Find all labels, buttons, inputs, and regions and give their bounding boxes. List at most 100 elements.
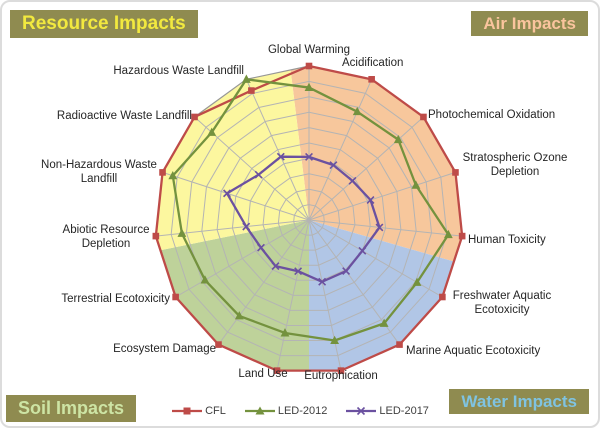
marker-triangle — [411, 180, 421, 189]
axis-label: Hazardous Waste Landfill — [113, 65, 244, 77]
marker-x — [242, 222, 251, 231]
axis-label: Marine Aquatic Ecotoxicity — [406, 345, 540, 357]
series-line — [225, 155, 381, 283]
marker-x — [271, 262, 280, 271]
legend-item-led-2017: LED-2017 — [345, 405, 429, 417]
legend-marker-icon — [244, 406, 275, 415]
grid-spoke — [245, 79, 310, 221]
grid-ring — [293, 204, 325, 236]
axis-label: Radioactive Waste Landfill — [57, 110, 192, 122]
legend-marker-icon — [172, 407, 203, 415]
legend-item-cfl: CFL — [171, 405, 226, 417]
axis-label: Acidification — [342, 57, 403, 69]
legend-item-led-2012: LED-2012 — [244, 405, 328, 417]
marker-square — [337, 367, 345, 374]
marker-triangle — [177, 228, 187, 237]
marker-x — [358, 246, 367, 255]
marker-square — [215, 341, 222, 348]
marker-square — [273, 367, 281, 374]
legend-label: LED-2012 — [277, 405, 328, 417]
marker-x — [254, 170, 263, 179]
marker-triangle — [280, 328, 290, 337]
marker-triangle — [330, 335, 340, 345]
grid-ring — [277, 188, 341, 251]
marker-square — [191, 113, 198, 121]
axis-label: Human Toxicity — [468, 234, 546, 246]
marker-square — [248, 87, 255, 94]
grid-ring — [216, 127, 402, 311]
series-led-2017 — [223, 152, 384, 286]
marker-triangle — [393, 134, 403, 144]
grid-spoke — [218, 219, 310, 345]
axis-label: Abiotic Resource Depletion — [63, 224, 150, 250]
marker-triangle — [241, 74, 251, 83]
marker-triangle — [379, 318, 389, 327]
group-label-air-impacts: Air Impacts — [471, 11, 588, 37]
marker-triangle — [304, 82, 314, 92]
marker-x — [294, 267, 303, 276]
marker-square — [368, 76, 375, 83]
axis-label: Ecosystem Damage — [113, 343, 216, 355]
axis-label: Freshwater Aquatic Ecotoxicity — [453, 290, 552, 316]
marker-x — [375, 223, 384, 232]
group-label-soil-impacts: Soil Impacts — [6, 395, 137, 422]
chart-legend: CFL LED-2012 LED-2017 — [2, 401, 598, 421]
marker-square — [305, 62, 313, 70]
group-label-water-impacts: Water Impacts — [449, 389, 589, 415]
axis-label: Global Warming — [268, 44, 350, 56]
grid-ring — [201, 111, 417, 326]
marker-square — [152, 232, 160, 240]
grid-spoke — [308, 219, 342, 371]
marker-square — [452, 169, 459, 176]
grid-ring — [170, 80, 448, 357]
group-label-resource-impacts: Resource Impacts — [10, 10, 198, 38]
marker-x — [318, 277, 327, 286]
axis-label: Eutrophication — [304, 370, 378, 382]
marker-triangle — [443, 229, 453, 239]
series-line — [171, 78, 450, 342]
marker-triangle — [207, 127, 217, 136]
legend-label: CFL — [205, 405, 226, 417]
sector-water — [309, 220, 454, 371]
axis-label: Land Use — [238, 368, 287, 380]
grid-spoke — [308, 219, 463, 237]
marker-square — [159, 169, 166, 176]
grid-spoke — [308, 79, 373, 221]
marker-square — [458, 232, 466, 240]
marker-x — [305, 152, 313, 161]
axis-label: Terrestrial Ecotoxicity — [61, 293, 170, 305]
marker-triangle — [352, 106, 362, 116]
marker-square — [420, 113, 427, 121]
axis-label: Stratospheric Ozone Depletion — [463, 152, 568, 178]
grid-spoke — [308, 171, 456, 221]
grid-ring — [262, 173, 356, 266]
axis-label: Non-Hazardous Waste Landfill — [41, 159, 157, 185]
axis-label: Photochemical Oxidation — [428, 109, 555, 121]
grid-spoke — [162, 171, 310, 221]
marker-square — [439, 293, 446, 301]
grid-spoke — [276, 219, 310, 371]
marker-x — [257, 243, 265, 252]
marker-triangle — [200, 275, 210, 284]
series-line — [154, 64, 464, 372]
series-cfl — [152, 62, 466, 374]
grid-spoke — [308, 116, 424, 221]
marker-square — [172, 293, 179, 301]
marker-triangle — [412, 277, 422, 286]
legend-marker-icon — [346, 406, 377, 416]
series-led-2012 — [168, 74, 453, 345]
marker-x — [342, 267, 351, 276]
legend-label: LED-2017 — [379, 405, 429, 417]
marker-x — [366, 196, 375, 204]
marker-triangle — [234, 311, 244, 320]
marker-x — [223, 189, 231, 198]
marker-x — [329, 161, 338, 170]
grid-spoke — [175, 219, 310, 298]
marker-square — [396, 341, 403, 348]
grid-ring — [185, 96, 433, 342]
marker-x — [276, 152, 285, 161]
marker-x — [348, 176, 357, 185]
